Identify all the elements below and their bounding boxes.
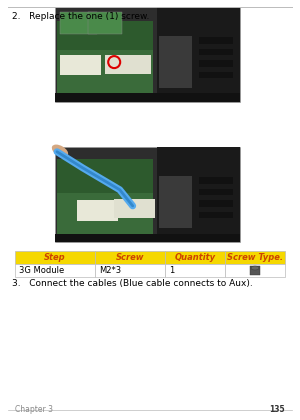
Bar [55,147,240,242]
Bar [55,234,240,242]
Bar [225,251,285,264]
Text: 1: 1 [169,266,174,275]
Bar [15,264,95,277]
Text: 3G Module: 3G Module [19,266,64,275]
Bar [57,21,153,50]
Bar [159,176,192,228]
Ellipse shape [251,266,259,270]
Bar [199,189,232,195]
Bar [60,55,101,76]
Bar [77,200,118,221]
Bar [88,12,122,34]
Bar [157,147,240,242]
Bar [165,264,225,277]
Bar [199,200,232,207]
Bar [15,251,95,264]
Bar [199,60,232,67]
Bar [57,159,153,193]
Bar [114,199,155,218]
Bar [57,160,153,234]
Text: M2*3: M2*3 [99,266,121,275]
Text: Step: Step [44,253,66,262]
Bar [157,7,240,102]
Text: 135: 135 [269,405,285,414]
Bar [199,37,232,44]
Text: Chapter 3: Chapter 3 [15,405,53,414]
Bar [95,251,165,264]
Bar [199,71,232,78]
Text: 3.   Connect the cables (Blue cable connects to Aux).: 3. Connect the cables (Blue cable connec… [12,279,253,288]
Bar [60,12,97,34]
Bar [199,177,232,184]
Bar [199,49,232,55]
Ellipse shape [52,144,68,157]
Text: Screw: Screw [116,253,144,262]
Bar [57,21,153,92]
Bar [159,36,192,88]
Bar [199,212,232,218]
Bar [95,264,165,277]
Text: Quantity: Quantity [174,253,216,262]
Bar [250,266,260,275]
Bar [165,251,225,264]
Bar [55,7,240,102]
Bar [55,92,240,102]
Bar [225,264,285,277]
Text: Screw Type.: Screw Type. [227,253,283,262]
Bar [105,55,151,74]
Text: 2.   Replace the one (1) screw.: 2. Replace the one (1) screw. [12,12,149,21]
